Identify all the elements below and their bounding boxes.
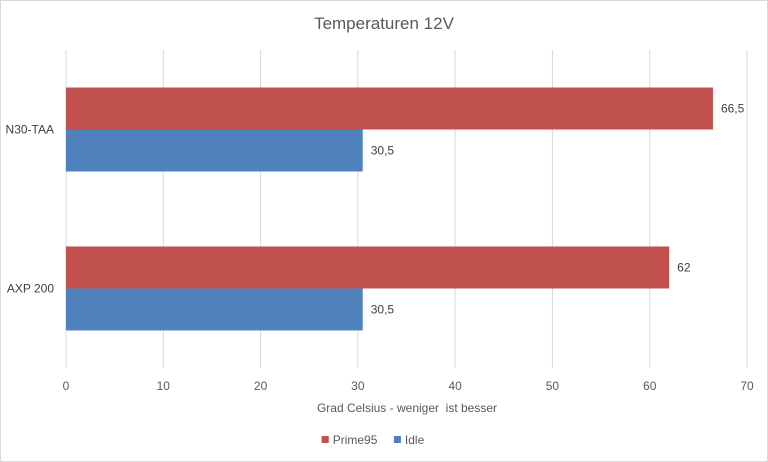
- legend-label: Idle: [405, 433, 425, 447]
- x-tick-labels: 0 10 20 30 40 50 60 70: [63, 379, 754, 393]
- category-labels: N30-TAA AXP 200: [6, 123, 55, 296]
- data-label: 30,5: [371, 144, 395, 158]
- x-tick-label: 30: [351, 379, 365, 393]
- category-label: N30-TAA: [6, 123, 54, 137]
- category-label: AXP 200: [7, 282, 54, 296]
- data-label: 30,5: [371, 303, 395, 317]
- data-labels: 66,5 30,5 62 30,5: [371, 102, 745, 317]
- x-axis-title: Grad Celsius - weniger ist besser: [317, 401, 497, 415]
- x-tick-label: 50: [546, 379, 560, 393]
- bar-prime95: [66, 87, 713, 130]
- bar-idle: [66, 288, 363, 331]
- legend: Prime95 Idle: [321, 433, 425, 447]
- x-tick-label: 0: [63, 379, 70, 393]
- legend-swatch-prime95: [321, 436, 329, 443]
- legend-swatch-idle: [393, 436, 401, 443]
- x-tick-label: 40: [448, 379, 462, 393]
- bars: [66, 87, 713, 331]
- data-label: 66,5: [721, 102, 745, 116]
- x-tick-label: 60: [643, 379, 657, 393]
- bar-prime95: [66, 246, 670, 289]
- bar-idle: [66, 129, 363, 172]
- data-label: 62: [677, 261, 691, 275]
- x-tick-label: 70: [740, 379, 754, 393]
- chart-title: Temperaturen 12V: [314, 14, 455, 33]
- x-tick-label: 20: [254, 379, 268, 393]
- x-tick-label: 10: [157, 379, 171, 393]
- legend-label: Prime95: [333, 433, 378, 447]
